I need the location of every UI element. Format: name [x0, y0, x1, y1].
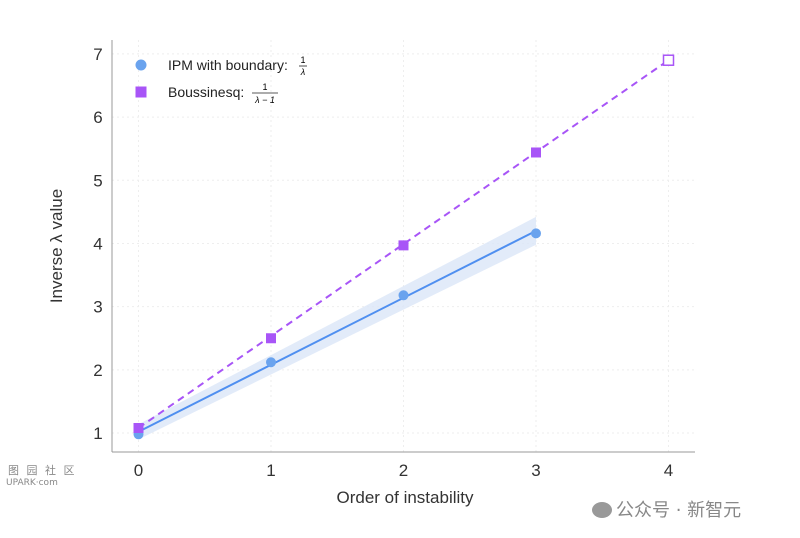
x-tick-label: 3	[531, 461, 540, 480]
legend: IPM with boundary: 1 λ Boussinesq: 1 λ −…	[135, 55, 307, 105]
data-point-ipm	[531, 228, 541, 239]
data-point-boussinesq	[662, 54, 675, 66]
y-tick-label: 3	[93, 298, 102, 317]
data-point-ipm	[398, 290, 409, 301]
data-point-boussinesq	[266, 333, 276, 344]
watermark-left-sub: UPARK·com	[6, 478, 58, 488]
fit-line-ipm	[138, 229, 537, 433]
data-point-boussinesq	[398, 240, 409, 251]
y-tick-label: 7	[93, 45, 102, 64]
y-tick-label: 6	[93, 108, 102, 127]
watermark-right-text: 公众号 · 新智元	[616, 500, 742, 521]
wechat-icon	[592, 502, 612, 518]
legend-frac-den-bq: λ − 1	[254, 95, 275, 105]
watermark-left: 图 园 社 区	[8, 464, 77, 477]
legend-frac-num-bq: 1	[262, 82, 267, 92]
legend-label-ipm: IPM with boundary:	[168, 57, 288, 73]
x-tick-label: 2	[399, 461, 408, 480]
legend-frac-den-ipm: λ	[300, 67, 305, 77]
x-tick-label: 1	[266, 461, 275, 480]
y-tick-label: 4	[93, 234, 102, 253]
x-axis-label: Order of instability	[337, 488, 474, 507]
x-tick-label: 4	[664, 461, 673, 480]
data-point-ipm	[266, 357, 276, 368]
confidence-band-ipm	[138, 216, 536, 440]
legend-marker-boussinesq	[135, 86, 147, 98]
y-tick-label: 5	[93, 171, 102, 190]
y-axis-label: Inverse λ value	[47, 189, 66, 303]
legend-frac-num-ipm: 1	[300, 55, 305, 65]
data-point-boussinesq	[133, 422, 144, 433]
y-tick-label: 1	[93, 424, 102, 443]
data-point-boussinesq	[531, 147, 541, 158]
legend-label-boussinesq: Boussinesq:	[168, 84, 244, 100]
x-tick-label: 0	[134, 461, 143, 480]
legend-marker-ipm	[135, 59, 147, 71]
watermark-right: 公众号 · 新智元	[592, 496, 741, 522]
y-tick-label: 2	[93, 361, 102, 380]
